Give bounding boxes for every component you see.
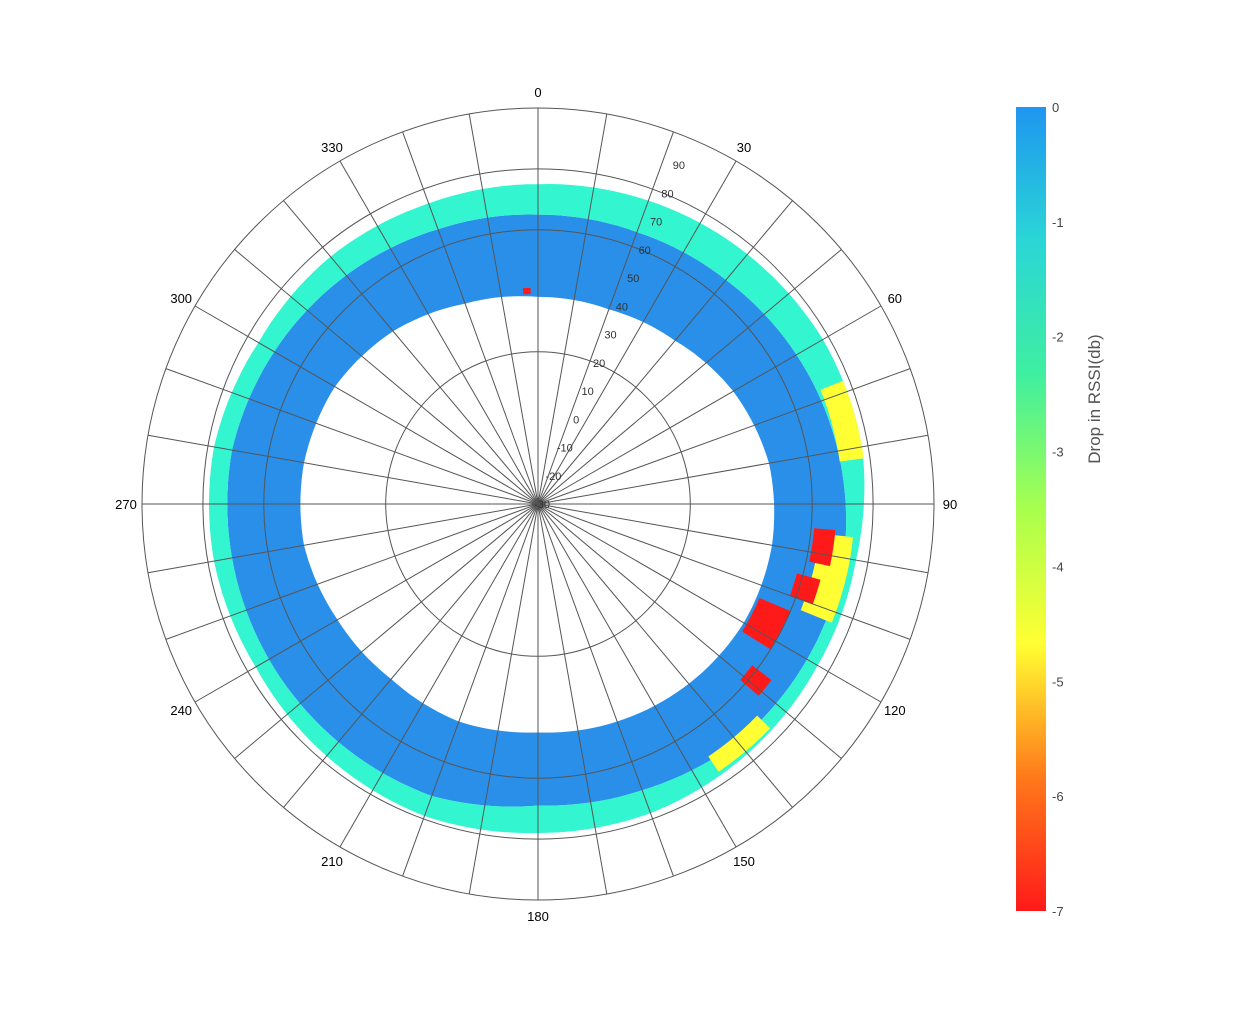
yellow_patches-patch-0 <box>820 380 864 462</box>
spoke-110 <box>537 503 911 640</box>
angle-tick-label: 330 <box>321 140 343 155</box>
red_patches-patch-3 <box>740 665 772 696</box>
colorbar-gradient-bar <box>1016 107 1046 911</box>
polar-grid <box>141 107 935 901</box>
spoke-310 <box>234 249 539 505</box>
spoke-220 <box>283 503 539 808</box>
colorbar-tick-label: -6 <box>1052 789 1064 804</box>
spoke-230 <box>234 503 539 759</box>
radial-tick-label: 40 <box>616 301 628 313</box>
angle-tick-label: 180 <box>527 909 549 924</box>
angle-tick-label: 30 <box>737 140 751 155</box>
radial-tick-label: 90 <box>673 160 685 172</box>
spoke-260 <box>147 503 539 574</box>
spoke-100 <box>537 503 929 574</box>
spoke-120 <box>537 503 882 703</box>
angle-tick-label: 240 <box>170 703 192 718</box>
radial-tick-label: 50 <box>627 273 639 285</box>
colorbar: 0 -1 -2 -3 -4 -5 -6 -7 Drop in RSSI(db) <box>1016 100 1104 919</box>
angle-tick-label: 210 <box>321 854 343 869</box>
spoke-320 <box>283 200 539 505</box>
radial-tick-label: 0 <box>573 414 579 426</box>
colorbar-tick-label: -3 <box>1052 445 1064 460</box>
radial-tick-label: 80 <box>661 188 673 200</box>
spoke-80 <box>537 434 929 505</box>
spoke-340 <box>402 131 539 505</box>
spoke-240 <box>194 503 539 703</box>
colorbar-tick-label: -7 <box>1052 904 1064 919</box>
spoke-200 <box>402 503 539 877</box>
spoke-280 <box>147 434 539 505</box>
angle-tick-label: 90 <box>943 497 957 512</box>
angle-tick-label: 60 <box>888 291 902 306</box>
radial-tick-label: 20 <box>593 358 605 370</box>
spoke-300 <box>194 305 539 505</box>
radial-tick-label: -10 <box>557 443 573 455</box>
spoke-30 <box>537 160 737 505</box>
colorbar-tick-label: -4 <box>1052 559 1064 574</box>
spoke-40 <box>537 200 793 505</box>
colorbar-tick-label: -5 <box>1052 674 1064 689</box>
radial-tick-label: 10 <box>581 386 593 398</box>
angle-tick-label: 270 <box>115 497 137 512</box>
colorbar-title: Drop in RSSI(db) <box>1085 334 1104 463</box>
spoke-60 <box>537 305 882 505</box>
spoke-150 <box>537 503 737 848</box>
spoke-140 <box>537 503 793 808</box>
spoke-350 <box>468 113 539 505</box>
spoke-50 <box>537 249 842 505</box>
spoke-160 <box>537 503 674 877</box>
spoke-210 <box>339 503 539 848</box>
angle-tick-label: 120 <box>884 703 906 718</box>
spoke-20 <box>537 131 674 505</box>
radial-tick-label: 30 <box>604 330 616 342</box>
radial-tick-label: -30 <box>534 499 550 511</box>
colorbar-tick-label: -1 <box>1052 215 1064 230</box>
angle-tick-label: 0 <box>534 85 541 100</box>
radial-tick-label: 60 <box>639 245 651 257</box>
spoke-290 <box>165 368 539 505</box>
radial-tick-label: -20 <box>545 471 561 483</box>
spoke-130 <box>537 503 842 759</box>
radial-tick-label: 70 <box>650 217 662 229</box>
angle-tick-label: 150 <box>733 854 755 869</box>
colorbar-tick-labels: 0 -1 -2 -3 -4 -5 -6 -7 <box>1052 100 1064 919</box>
colorbar-tick-label: -2 <box>1052 330 1064 345</box>
red_patches-patch-1 <box>789 573 821 604</box>
radial-tick-labels: -30 -20 -10 0 10 20 30 40 50 60 70 80 90 <box>534 160 685 511</box>
red_patches-patch-2 <box>742 598 791 650</box>
spoke-170 <box>537 503 608 895</box>
red_patches-patch-0 <box>809 528 836 567</box>
spoke-330 <box>339 160 539 505</box>
spoke-70 <box>537 368 911 505</box>
spoke-10 <box>537 113 608 505</box>
red_patches-patch-4 <box>522 287 531 295</box>
spoke-190 <box>468 503 539 895</box>
colorbar-tick-label: 0 <box>1052 100 1059 115</box>
angle-tick-label: 300 <box>170 291 192 306</box>
spoke-250 <box>165 503 539 640</box>
